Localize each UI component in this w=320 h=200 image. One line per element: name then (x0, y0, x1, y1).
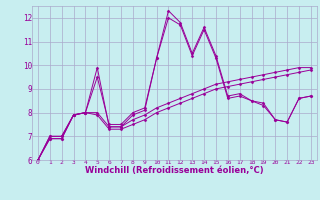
X-axis label: Windchill (Refroidissement éolien,°C): Windchill (Refroidissement éolien,°C) (85, 166, 264, 175)
